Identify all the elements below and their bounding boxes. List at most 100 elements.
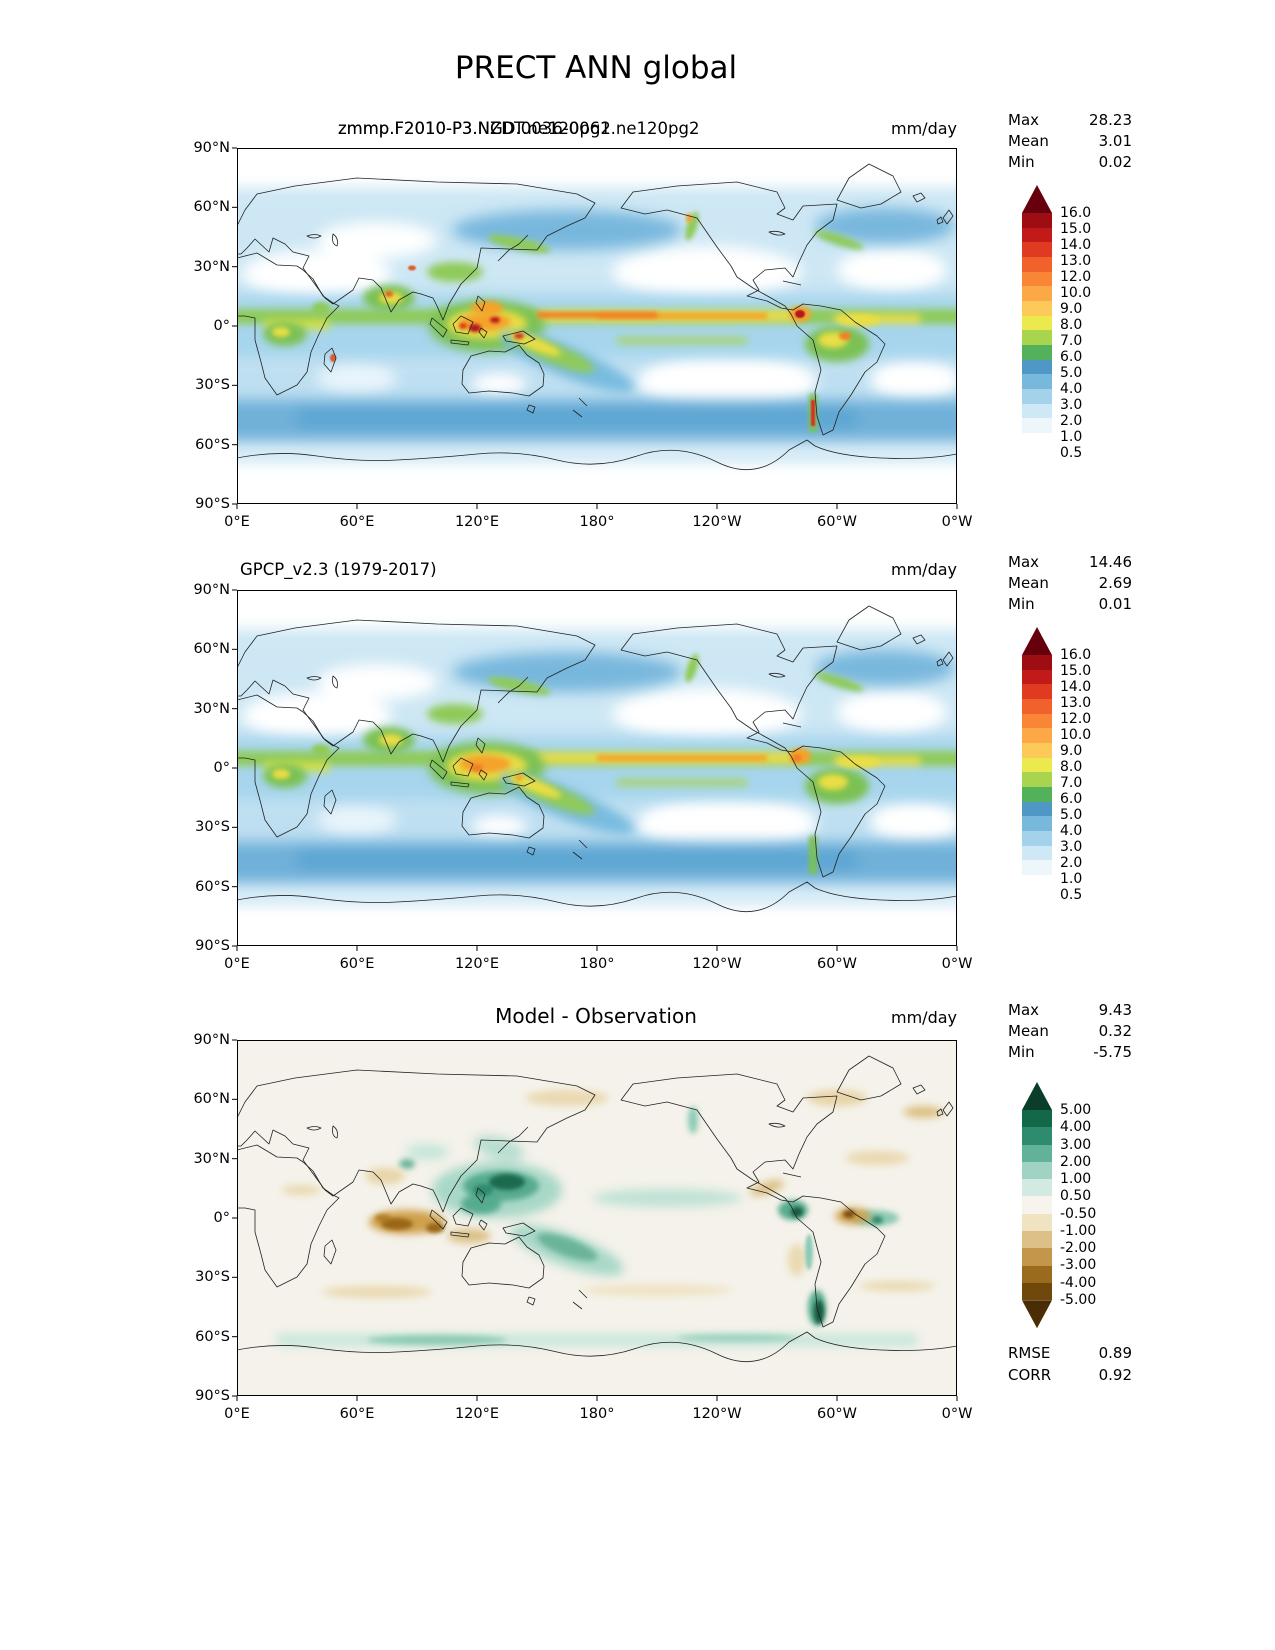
colorbar-tick-label: -3.00 <box>1060 1257 1097 1274</box>
axes-frame <box>237 148 957 504</box>
colorbar-tick-label: 10.0 <box>1060 727 1092 743</box>
colorbar-tick-label: 8.0 <box>1060 317 1083 333</box>
colorbar-segment <box>1022 1231 1052 1249</box>
colorbar-tick-label: 1.0 <box>1060 871 1083 887</box>
colorbar-segment <box>1022 1196 1052 1214</box>
colorbar-segment <box>1022 627 1052 655</box>
stats-block-difference: Max 9.43 Mean 0.32 Min -5.75 <box>1008 1000 1132 1063</box>
lon-tick-label: 60°E <box>339 1406 375 1422</box>
stat-row: Max 28.23 <box>1008 110 1132 131</box>
colorbar-tick-label: 5.00 <box>1060 1102 1092 1118</box>
colorbar-tick-label: 16.0 <box>1060 205 1092 221</box>
stat-value: 9.43 <box>1098 1001 1132 1019</box>
colorbar-segment <box>1022 816 1052 831</box>
axes-frame <box>237 590 957 946</box>
metrics-block: RMSE 0.89 CORR 0.92 <box>1008 1342 1132 1386</box>
colorbar-tick-label: 7.0 <box>1060 333 1083 349</box>
panel2-title: GPCP_v2.3 (1979-2017) <box>240 560 437 579</box>
colorbar-tick-label: 3.0 <box>1060 839 1083 855</box>
colorbar-tick-label: 3.00 <box>1060 1136 1092 1153</box>
colorbar-segment <box>1022 757 1052 773</box>
lon-tick-label: 60°W <box>816 1406 858 1422</box>
colorbar-segment <box>1022 256 1052 272</box>
lon-tick-label: 0°W <box>941 514 973 530</box>
colorbar-tick-label: -4.00 <box>1060 1274 1097 1291</box>
stat-label: Min <box>1008 1043 1035 1061</box>
lon-tick-label: 60°E <box>339 956 375 972</box>
metric-row: CORR 0.92 <box>1008 1364 1132 1386</box>
colorbar-segment <box>1022 684 1052 699</box>
colorbar-tick-label: 13.0 <box>1060 695 1092 711</box>
lat-tick-label: 0° <box>213 1209 230 1226</box>
colorbar-tick-label: 15.0 <box>1060 221 1092 237</box>
panel1-units: mm/day <box>891 119 957 138</box>
colorbar-tick-label: -0.50 <box>1060 1205 1097 1222</box>
colorbar-segment <box>1022 698 1052 714</box>
panel1-title-overlap-b: zmmp.F2010-P3.NGD.0036-0061.ne120pg2 <box>338 119 700 138</box>
lat-tick-label: 30°S <box>195 377 230 394</box>
stat-row: Min 0.02 <box>1008 152 1132 173</box>
colorbar-tick-label: 1.0 <box>1060 429 1083 445</box>
lat-tick-label: 30°S <box>195 1269 230 1286</box>
axes-frame <box>237 1040 957 1396</box>
lat-tick-label: 90°S <box>195 937 230 954</box>
colorbar-segment <box>1022 1300 1052 1329</box>
colorbar-precip-model <box>1022 185 1052 461</box>
colorbar-tick-label: 14.0 <box>1060 237 1092 253</box>
lat-tick-label: 90°N <box>193 140 230 156</box>
colorbar-segment <box>1022 1110 1052 1128</box>
stat-row: Max 9.43 <box>1008 1000 1132 1021</box>
colorbar-segment <box>1022 669 1052 685</box>
stats-block-observation: Max 14.46 Mean 2.69 Min 0.01 <box>1008 552 1132 615</box>
lon-tick-label: 0°E <box>224 514 250 530</box>
colorbar-segment <box>1022 286 1052 301</box>
colorbar-difference-labels: 5.00 4.00 3.00 2.00 1.00 0.50 -0.50 -1.00 -2.00-… <box>1060 1102 1096 1308</box>
colorbar-segment <box>1022 801 1052 817</box>
stat-label: Min <box>1008 595 1035 613</box>
lat-tick-label: 0° <box>213 759 230 776</box>
colorbar-precip-observation <box>1022 627 1052 903</box>
colorbar-segment <box>1022 655 1052 670</box>
panel3-units: mm/day <box>891 1008 957 1027</box>
map-panel-difference <box>231 1039 958 1402</box>
lat-tick-label: 90°S <box>195 495 230 512</box>
colorbar-segment <box>1022 1265 1052 1283</box>
lon-tick-label: 120°E <box>454 1406 500 1422</box>
lat-tick-label: 60°N <box>193 199 230 216</box>
colorbar-segment <box>1022 845 1052 861</box>
figure-title: PRECT ANN global <box>454 50 738 86</box>
colorbar-segment <box>1022 1161 1052 1180</box>
stats-block-model: Max 28.23 Mean 3.01 Min 0.02 <box>1008 110 1132 173</box>
metric-value: 0.89 <box>1098 1344 1132 1362</box>
stat-label: Max <box>1008 1001 1040 1019</box>
stat-label: Max <box>1008 111 1040 129</box>
colorbar-tick-label: 5.0 <box>1060 365 1083 381</box>
colorbar-tick-label: -5.00 <box>1060 1291 1097 1308</box>
stat-row: Min -5.75 <box>1008 1042 1132 1063</box>
map-panel-model <box>231 147 958 510</box>
lon-tick-label: 60°E <box>339 514 375 530</box>
colorbar-tick-label: 10.0 <box>1060 285 1092 301</box>
panel1-lon-axis: 0°E 60°E 120°E 180° 120°W 60°W 0°W <box>205 514 989 530</box>
metric-row: RMSE 0.89 <box>1008 1342 1132 1364</box>
lat-tick-label: 90°N <box>193 582 230 598</box>
colorbar-segment <box>1022 330 1052 345</box>
lat-tick-label: 90°N <box>193 1032 230 1048</box>
colorbar-tick-label: -1.00 <box>1060 1222 1097 1239</box>
colorbar-segment <box>1022 728 1052 743</box>
stat-value: 3.01 <box>1098 132 1132 150</box>
colorbar-segment <box>1022 713 1052 729</box>
panel3-lat-axis: 90°N 60°N 30°N 0° 30°S 60°S 90°S <box>148 1031 230 1405</box>
colorbar-segment <box>1022 772 1052 787</box>
lat-tick-label: 30°N <box>193 1150 230 1167</box>
colorbar-segment <box>1022 860 1052 875</box>
lon-tick-label: 60°W <box>816 514 858 530</box>
lon-tick-label: 120°E <box>454 514 500 530</box>
colorbar-segment <box>1022 388 1052 404</box>
lon-tick-label: 120°W <box>692 1406 742 1422</box>
panel2-units: mm/day <box>891 560 957 579</box>
colorbar-tick-label: 12.0 <box>1060 269 1092 285</box>
panel3-lon-axis: 0°E 60°E 120°E 180° 120°W 60°W 0°W <box>205 1406 989 1422</box>
lon-tick-label: 0°W <box>941 956 973 972</box>
colorbar-tick-label: 4.0 <box>1060 823 1083 839</box>
